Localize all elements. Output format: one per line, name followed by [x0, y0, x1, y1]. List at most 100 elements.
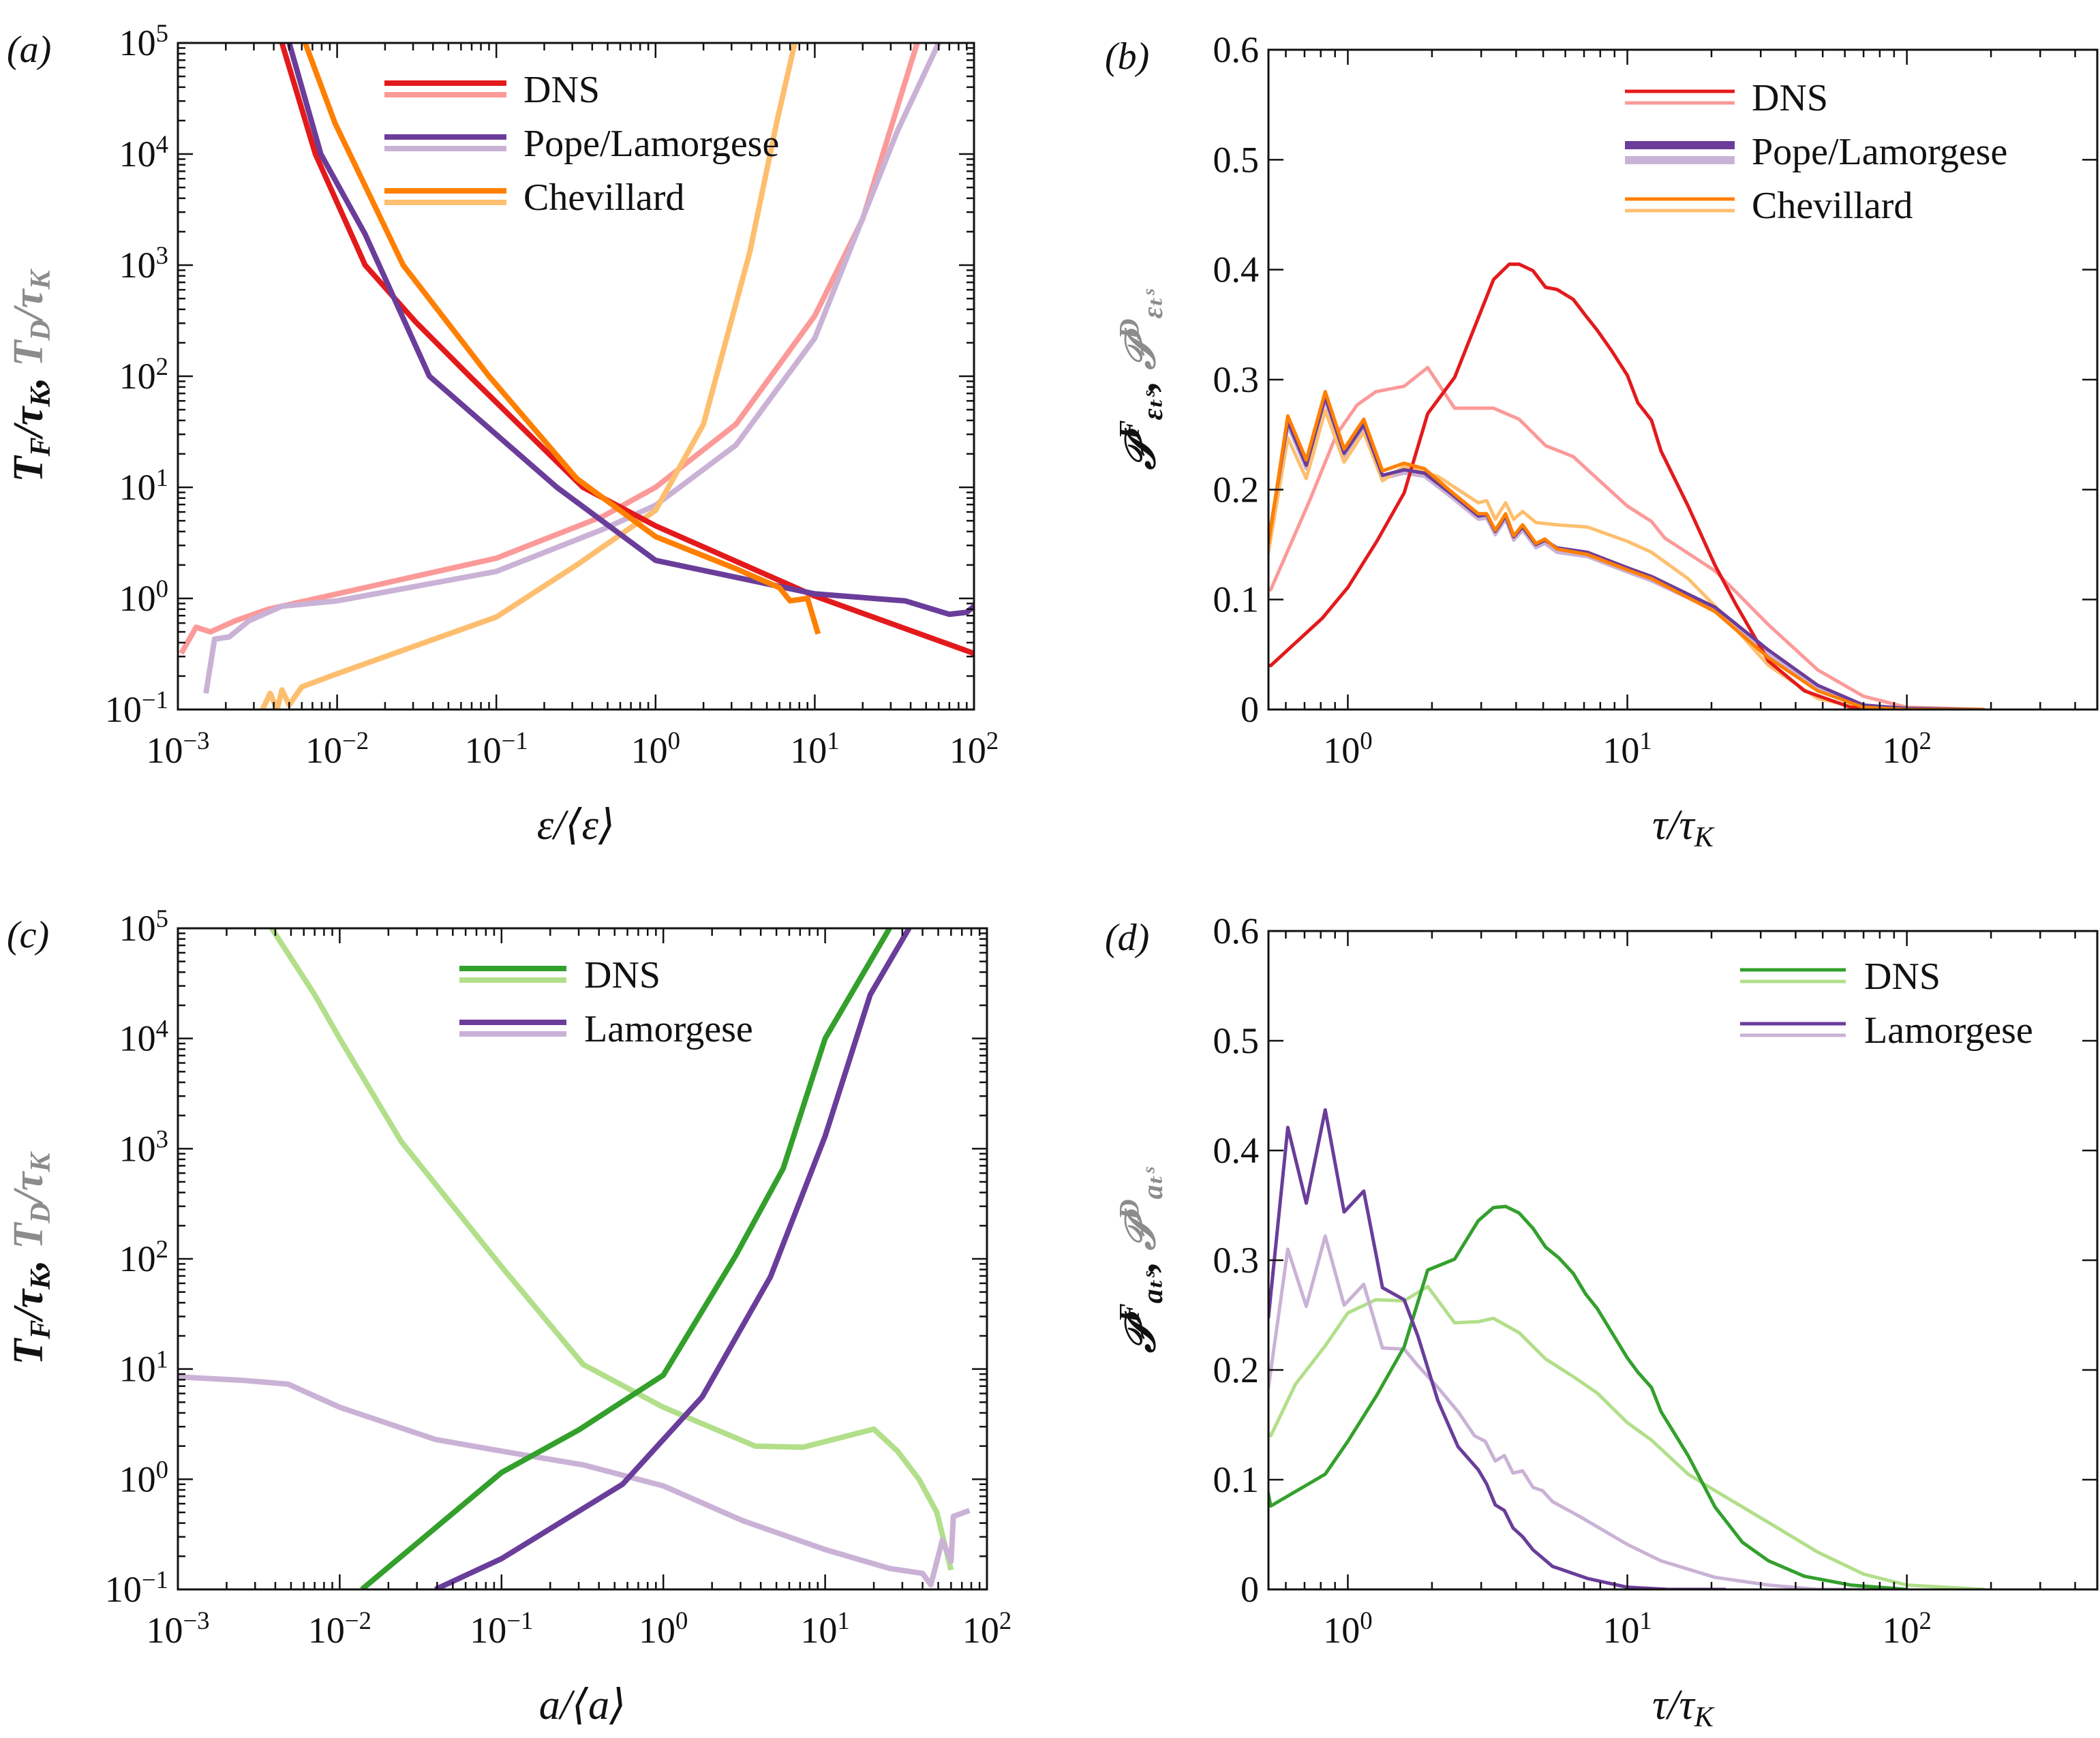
legend-item: Lamorgese — [1740, 1009, 2033, 1052]
x-axis-label: τ/τK — [1652, 802, 1715, 853]
y-tick-label: 101 — [119, 463, 168, 508]
legend-item: DNS — [1740, 956, 1941, 998]
y-tick-label: 105 — [119, 904, 168, 949]
series-line-chevillard-f — [302, 43, 821, 635]
y-tick-label: 102 — [119, 352, 168, 397]
series-line-dns-d — [269, 928, 954, 1571]
x-tick-label: 102 — [949, 727, 999, 771]
y-tick-label: 105 — [119, 19, 168, 63]
y-tick-label: 0.6 — [1213, 911, 1260, 951]
x-axis-label: a/⟨a⟩ — [539, 1682, 626, 1728]
legend-item: DNS — [459, 954, 660, 996]
x-tick-label: 10−2 — [305, 727, 369, 771]
series-line-lamorgese-d — [1268, 1234, 1907, 1589]
series-group — [1268, 1108, 1985, 1589]
axes-frame — [177, 927, 988, 1591]
legend: DNS Lamorgese — [1740, 956, 2033, 1052]
legend: DNS Pope/Lamorgese Chevillard — [384, 69, 779, 219]
y-axis-label-primary: 𝒫Fεₜˢ, — [1114, 370, 1169, 470]
y-axis-label: 𝒫Fεₜˢ, 𝒫Dεₜˢ — [1114, 289, 1169, 470]
x-tick-label: 10−3 — [146, 727, 209, 771]
x-tick-label: 100 — [1323, 727, 1372, 771]
x-tick-label: 101 — [790, 727, 839, 771]
y-tick-label: 0.2 — [1213, 1350, 1260, 1390]
y-tick-label: 0.5 — [1213, 139, 1260, 180]
panel-label: (a) — [7, 29, 51, 71]
legend-item: DNS — [1625, 77, 1828, 119]
series-line-chevillard-d — [260, 43, 798, 710]
tick-marks — [177, 927, 988, 1591]
legend-item: Chevillard — [1625, 185, 1913, 227]
y-tick-label: 104 — [119, 1014, 168, 1058]
y-tick-label: 104 — [119, 130, 168, 174]
legend-item: DNS — [384, 69, 600, 111]
legend-label: Pope/Lamorgese — [1752, 131, 2007, 173]
panel-d: 100 101 102 0 0.1 0.2 0.3 0.4 0.5 0.6 τ/τK 𝒫Faₜˢ, 𝒫… — [1105, 911, 2099, 1733]
legend: DNS Lamorgese — [459, 954, 753, 1050]
tick-marks — [177, 42, 975, 711]
legend-label: DNS — [584, 954, 660, 996]
series-line-lamorgese-f — [434, 928, 912, 1589]
legend-label: DNS — [1752, 77, 1828, 119]
legend-item: Pope/Lamorgese — [1625, 131, 2007, 173]
x-tick-label: 102 — [1882, 1606, 1931, 1651]
panel-label: (d) — [1105, 917, 1149, 959]
x-tick-label: 10−2 — [308, 1606, 371, 1651]
y-tick-label: 103 — [119, 241, 168, 286]
panel-b: 100 101 102 0 0.1 0.2 0.3 0.4 0.5 0.6 τ/τK 𝒫Fεₜˢ, 𝒫… — [1105, 29, 2099, 853]
x-tick-label: 100 — [1323, 1606, 1372, 1651]
legend: DNS Pope/Lamorgese Chevillard — [1625, 77, 2007, 227]
series-line-dns-f — [279, 43, 974, 656]
y-tick-label: 0.1 — [1213, 1459, 1260, 1500]
y-tick-label: 100 — [119, 1455, 168, 1499]
y-axis-label: TF/τK, TD/τK — [5, 269, 57, 483]
y-tick-label: 0.6 — [1213, 29, 1260, 70]
panel-label: (c) — [7, 914, 49, 956]
series-line-pope-lamorgese-f — [286, 43, 974, 618]
y-axis-label-secondary: TD/τK — [5, 1151, 57, 1249]
x-axis-label: τ/τK — [1652, 1682, 1715, 1733]
y-tick-label: 0 — [1241, 689, 1259, 730]
x-tick-label: 10−1 — [465, 727, 528, 771]
y-tick-label: 0 — [1241, 1569, 1259, 1610]
panel-label: (b) — [1105, 35, 1149, 78]
series-line-dns-d — [179, 43, 920, 655]
y-axis-label-secondary: 𝒫Daₜˢ — [1114, 1167, 1169, 1251]
series-line-dns-f — [1268, 1204, 1907, 1589]
y-tick-label: 0.4 — [1213, 1130, 1260, 1171]
panel-a: 10−3 10−2 10−1 100 101 102 10−1 100 101 102 103 104… — [5, 19, 999, 849]
y-tick-label: 102 — [119, 1235, 168, 1279]
y-tick-label: 101 — [119, 1345, 168, 1389]
series-line-lamorgese-f — [1268, 1108, 1726, 1589]
tick-marks — [1268, 48, 2097, 711]
x-tick-label: 100 — [639, 1606, 688, 1651]
y-tick-label: 10−1 — [105, 686, 168, 730]
panel-c: 10−3 10−2 10−1 100 101 102 10−1 100 101 102 103 104… — [5, 904, 1011, 1728]
legend-label: Lamorgese — [1864, 1009, 2033, 1052]
y-tick-label: 0.4 — [1213, 249, 1260, 290]
y-tick-label: 100 — [119, 575, 168, 619]
legend-label: Pope/Lamorgese — [523, 123, 779, 165]
series-line-lamorgese-d — [178, 1374, 971, 1588]
series-line-dns-d — [1268, 1285, 1985, 1589]
legend-item: Chevillard — [384, 177, 684, 219]
legend-label: Chevillard — [523, 177, 684, 219]
series-line-pope-lamorgese-d — [203, 43, 941, 694]
y-tick-label: 0.3 — [1213, 1240, 1260, 1281]
y-axis-label-secondary: 𝒫Dεₜˢ — [1114, 289, 1169, 370]
series-line-chevillard-d — [1268, 408, 1907, 710]
y-axis-label-secondary: TD/τK — [5, 269, 57, 367]
y-tick-label: 0.1 — [1213, 579, 1260, 620]
legend-item: Lamorgese — [459, 1008, 753, 1050]
legend-label: Lamorgese — [584, 1008, 753, 1050]
y-axis-label-primary: TF/τK, — [5, 367, 57, 483]
x-tick-label: 102 — [962, 1606, 1011, 1651]
series-line-dns-f — [1268, 262, 1907, 710]
series-group — [179, 43, 974, 710]
y-tick-label: 10−1 — [105, 1566, 168, 1610]
legend-label: DNS — [523, 69, 600, 111]
y-axis-label-primary: 𝒫Faₜˢ, — [1114, 1251, 1169, 1353]
legend-label: Chevillard — [1752, 185, 1913, 227]
series-line-chevillard-f — [1268, 390, 1985, 710]
